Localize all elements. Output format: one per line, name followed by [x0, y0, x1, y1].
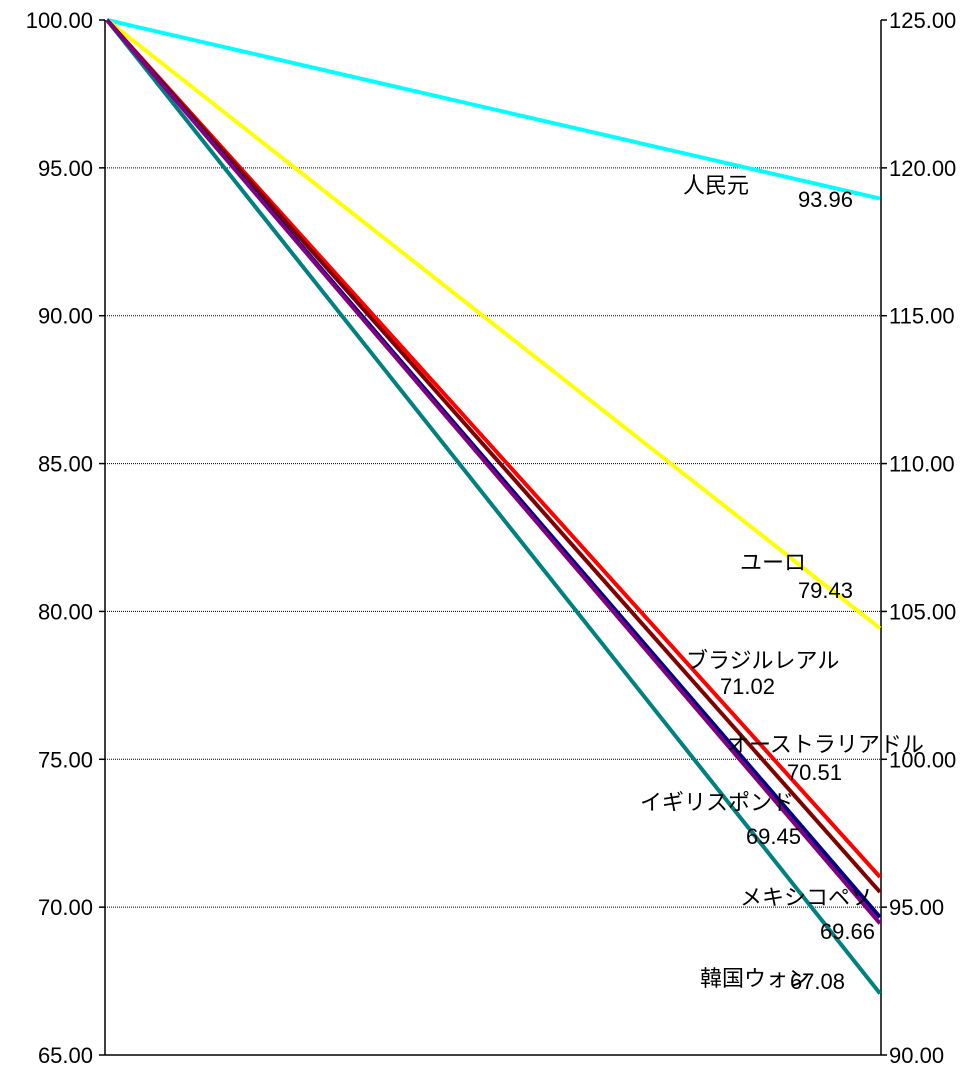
series-line — [105, 18, 882, 925]
left-tick-label: 100.00 — [26, 8, 93, 33]
left-axis-ticks: 65.00 70.00 75.00 80.00 85.00 90.00 95.00 100.0… — [26, 8, 105, 1067]
right-tick-label: 125.00 — [889, 8, 956, 33]
right-axis-ticks: 90.00 95.00 100.00 105.00 110.00 115.00 120.00… — [881, 8, 956, 1067]
series-value-label: 69.66 — [820, 919, 875, 944]
series-value-label: 79.43 — [798, 578, 853, 603]
series-lines — [105, 18, 882, 995]
left-tick-label: 85.00 — [38, 452, 93, 477]
series-name-label: ユーロ — [740, 551, 806, 576]
series-name-label: イギリスポンド — [640, 791, 794, 816]
right-tick-label: 105.00 — [889, 599, 956, 624]
series-line — [105, 18, 882, 630]
right-tick-label: 120.00 — [889, 156, 956, 181]
series-line — [105, 18, 882, 995]
right-tick-label: 95.00 — [889, 895, 944, 920]
series-name-label: 韓国ウォン — [700, 967, 810, 992]
left-tick-label: 95.00 — [38, 156, 93, 181]
left-tick-label: 65.00 — [38, 1043, 93, 1067]
series-value-label: 67.08 — [790, 969, 845, 994]
series-name-label: オーストラリアドル — [727, 733, 924, 758]
series-value-label: 69.45 — [746, 824, 801, 849]
right-tick-label: 100.00 — [889, 747, 956, 772]
series-name-label: メキシコペソ — [740, 886, 872, 911]
series-value-label: 70.51 — [787, 760, 842, 785]
left-tick-label: 70.00 — [38, 895, 93, 920]
series-name-label: ブラジルレアル — [686, 649, 839, 674]
series-line — [105, 18, 882, 894]
right-tick-label: 110.00 — [889, 452, 955, 477]
series-name-label: 人民元 — [683, 174, 749, 199]
series-value-label: 71.02 — [720, 674, 775, 699]
right-tick-label: 115.00 — [889, 304, 955, 329]
left-tick-label: 90.00 — [38, 304, 93, 329]
left-tick-label: 80.00 — [38, 599, 93, 624]
series-value-label: 93.96 — [798, 187, 853, 212]
axes — [104, 20, 882, 1056]
series-line — [106, 18, 881, 201]
right-tick-label: 90.00 — [889, 1043, 944, 1067]
left-tick-label: 75.00 — [38, 747, 93, 772]
